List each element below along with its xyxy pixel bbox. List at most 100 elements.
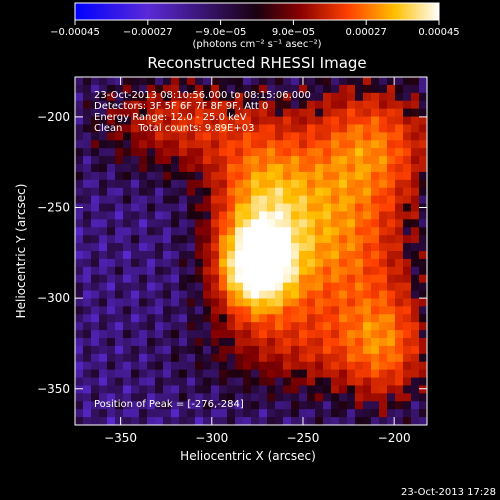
heatmap-cell [91, 338, 100, 347]
heatmap-cell [411, 274, 420, 284]
heatmap-cell [211, 274, 220, 284]
annotation-energy-range: Energy Range: 12.0 - 25.0 keV [94, 112, 247, 123]
heatmap-cell [107, 203, 116, 212]
heatmap-cell [147, 179, 156, 189]
heatmap-cell [267, 258, 276, 268]
heatmap-cell [147, 77, 156, 86]
chart-title: Reconstructed RHESSI Image [147, 54, 366, 72]
heatmap-cell [371, 322, 380, 331]
heatmap-cell [75, 266, 84, 276]
heatmap-cell [299, 108, 308, 117]
heatmap-cell [259, 306, 268, 315]
heatmap-cell [91, 171, 100, 181]
heatmap-cell [299, 243, 308, 252]
heatmap-cell [395, 314, 404, 323]
heatmap-cell [115, 369, 124, 378]
heatmap-cell [347, 298, 356, 307]
heatmap-cell [419, 345, 428, 355]
heatmap-cell [347, 338, 356, 347]
heatmap-cell [315, 235, 324, 244]
heatmap-cell [379, 377, 388, 386]
heatmap-cell [219, 84, 228, 94]
heatmap-cell [299, 235, 308, 244]
heatmap-cell [187, 156, 196, 165]
heatmap-cell [323, 92, 332, 102]
heatmap-cell [307, 77, 316, 86]
heatmap-cell [75, 77, 84, 86]
heatmap-cell [107, 171, 116, 181]
heatmap-cell [275, 290, 284, 299]
heatmap-cell [195, 338, 204, 347]
heatmap-cell [171, 92, 180, 102]
heatmap-cell [211, 393, 220, 402]
heatmap-cell [131, 92, 140, 102]
heatmap-cell [347, 417, 356, 426]
heatmap-cell [187, 195, 196, 204]
heatmap-cell [371, 140, 380, 149]
heatmap-cell [371, 385, 380, 394]
heatmap-cell [419, 100, 428, 110]
heatmap-cell [83, 140, 92, 149]
heatmap-cell [299, 314, 308, 323]
heatmap-cell [187, 219, 196, 228]
heatmap-cell [227, 211, 236, 220]
heatmap-cell [379, 266, 388, 276]
heatmap-cell [83, 84, 92, 94]
heatmap-cell [75, 314, 84, 323]
heatmap-cell [243, 148, 252, 157]
heatmap-cell [123, 227, 132, 236]
heatmap-cell [355, 179, 364, 189]
heatmap-cell [315, 132, 324, 141]
heatmap-cell [107, 369, 116, 378]
heatmap-cell [379, 156, 388, 165]
heatmap-cell [203, 84, 212, 94]
heatmap-cell [379, 187, 388, 197]
heatmap-cell [171, 219, 180, 228]
heatmap-cell [275, 108, 284, 117]
heatmap-cell [123, 243, 132, 252]
heatmap-cell [131, 266, 140, 276]
heatmap-cell [91, 132, 100, 141]
heatmap-cell [179, 211, 188, 220]
heatmap-cell [419, 330, 428, 339]
heatmap-cell [315, 274, 324, 284]
heatmap-cell [259, 140, 268, 149]
heatmap-cell [251, 235, 260, 244]
heatmap-cell [355, 227, 364, 236]
heatmap-cell [155, 100, 164, 110]
heatmap-cell [91, 251, 100, 260]
heatmap-cell [403, 258, 412, 268]
heatmap-cell [139, 385, 148, 394]
heatmap-cell [307, 179, 316, 189]
heatmap-cell [259, 235, 268, 244]
heatmap-cell [347, 274, 356, 284]
heatmap-cell [411, 409, 420, 418]
heatmap-cell [291, 345, 300, 355]
heatmap-cell [187, 417, 196, 426]
heatmap-cell [251, 187, 260, 197]
heatmap-cell [339, 282, 348, 291]
heatmap-cell [99, 211, 108, 220]
heatmap-cell [179, 322, 188, 331]
heatmap-cell [131, 219, 140, 228]
heatmap-cell [123, 148, 132, 157]
heatmap-cell [139, 401, 148, 410]
heatmap-cell [203, 187, 212, 197]
heatmap-cell [155, 258, 164, 268]
heatmap-cell [299, 330, 308, 339]
heatmap-cell [131, 187, 140, 197]
heatmap-cell [387, 219, 396, 228]
heatmap-cell [283, 274, 292, 284]
heatmap-cell [307, 314, 316, 323]
heatmap-cell [171, 330, 180, 339]
heatmap-cell [131, 409, 140, 418]
heatmap-cell [195, 290, 204, 299]
heatmap-cell [411, 108, 420, 117]
heatmap-cell [203, 92, 212, 102]
heatmap-cell [243, 219, 252, 228]
heatmap-cell [355, 108, 364, 117]
heatmap-cell [403, 132, 412, 141]
heatmap-cell [363, 243, 372, 252]
heatmap-cell [99, 179, 108, 189]
heatmap-cell [363, 353, 372, 363]
